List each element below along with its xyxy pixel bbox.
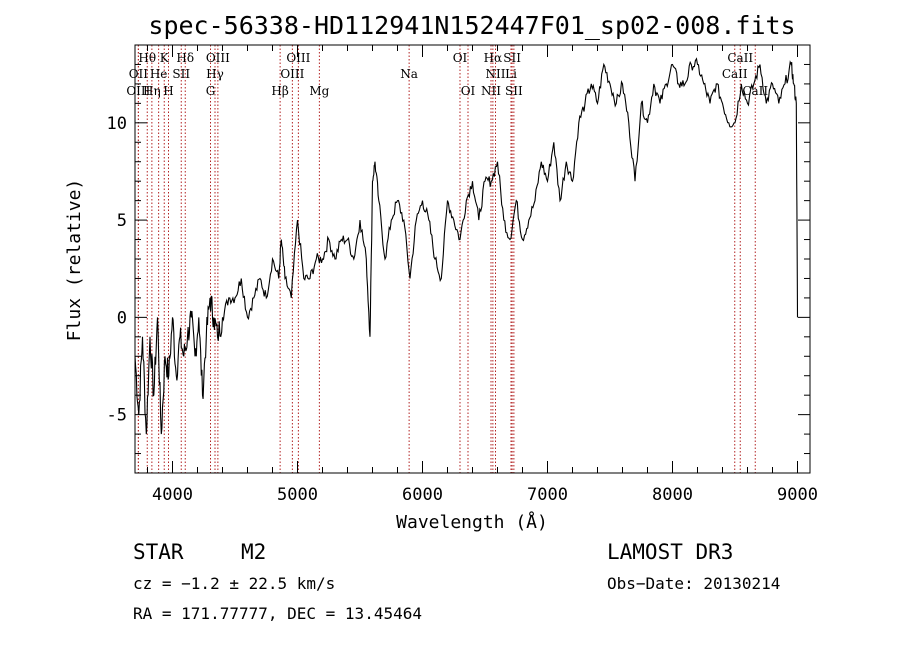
flux-series-line xyxy=(134,57,799,435)
x-tick-label: 7000 xyxy=(527,485,568,505)
x-tick-label: 6000 xyxy=(402,485,443,505)
spectral-line-label: OIII xyxy=(286,51,310,65)
y-tick-label: 0 xyxy=(117,308,127,328)
observation-date: Obs−Date: 20130214 xyxy=(607,574,781,593)
spectral-line-label: OI xyxy=(461,84,476,98)
redshift-velocity: cz = −1.2 ± 22.5 km/s xyxy=(133,574,336,593)
spectral-line-label: OII xyxy=(129,67,149,81)
object-subclass: M2 xyxy=(241,540,267,564)
spectral-line-label: G xyxy=(206,84,216,98)
spectral-line-label: Mg xyxy=(309,84,329,98)
spectral-line-markers xyxy=(137,45,756,473)
x-tick-label: 8000 xyxy=(652,485,693,505)
spectral-line-label: Hβ xyxy=(271,84,288,98)
y-tick-label: 5 xyxy=(117,211,127,231)
x-tick-label: 4000 xyxy=(152,485,193,505)
spectral-line-label: OIII xyxy=(126,84,150,98)
spectral-line-label: H xyxy=(163,84,173,98)
x-axis-label: Wavelength (Å) xyxy=(396,511,548,533)
y-tick-label: -5 xyxy=(107,406,127,426)
spectral-line-label: OIII xyxy=(280,67,304,81)
spectral-line-label: He xyxy=(150,67,168,81)
spectral-line-label: Hθ xyxy=(138,51,156,65)
spectral-line-label: Hδ xyxy=(176,51,194,65)
spectral-line-label: Hη xyxy=(143,84,161,98)
object-class: STAR xyxy=(133,540,184,564)
spectral-line-label: Hα xyxy=(484,51,503,65)
spectral-line-label: SII xyxy=(503,51,521,65)
spectral-line-label: K xyxy=(160,51,170,65)
survey-release: LAMOST DR3 xyxy=(607,540,734,564)
y-tick-label: 10 xyxy=(107,114,127,134)
spectral-line-label: NII xyxy=(481,84,501,98)
spectral-line-label: OI xyxy=(453,51,468,65)
ra-dec-coordinates: RA = 171.77777, DEC = 13.45464 xyxy=(133,604,422,623)
y-axis-ticks: -5 0 5 10 xyxy=(107,63,810,455)
spectral-line-label: OIII xyxy=(206,51,230,65)
y-axis-label: Flux (relative) xyxy=(64,179,85,342)
spectral-line-label: CaII xyxy=(722,67,748,81)
spectral-line-label: Na xyxy=(400,67,418,81)
spectral-line-label: CaII xyxy=(742,84,768,98)
spectral-line-label: CaII xyxy=(727,51,753,65)
spectral-line-label: SII xyxy=(172,67,190,81)
spectral-line-label: SII xyxy=(505,84,523,98)
x-tick-label: 5000 xyxy=(277,485,318,505)
plot-frame xyxy=(134,44,811,474)
spectral-line-label: NII xyxy=(486,67,506,81)
x-axis-ticks: 4000 5000 6000 7000 8000 9000 xyxy=(147,45,818,505)
spectral-line-label: Li xyxy=(505,67,517,81)
chart-title: spec-56338-HD112941N152447F01_sp02-008.f… xyxy=(148,11,795,40)
spectral-line-label: Hγ xyxy=(206,67,224,81)
x-tick-label: 9000 xyxy=(777,485,818,505)
